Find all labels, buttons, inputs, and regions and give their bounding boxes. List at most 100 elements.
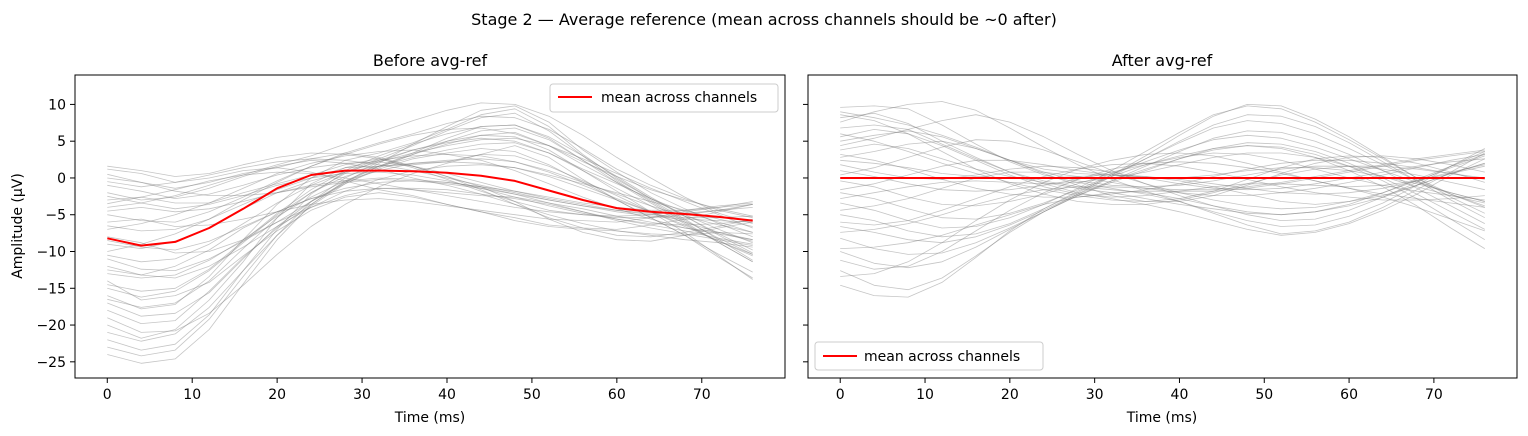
panel-before-avg-ref: Before avg-ref 0 10 20 30 40 50 60 70 −25−20−15…: [10, 51, 786, 426]
channel-trace-18: [107, 127, 753, 271]
y-tick-label: −5: [45, 208, 66, 224]
legend-box-after: [814, 341, 1044, 371]
channel-trace-28: [840, 154, 1485, 198]
x-tick-label: 30: [353, 387, 371, 403]
x-tick-label: 60: [1340, 387, 1358, 403]
channel-trace-25: [840, 111, 1485, 202]
channel-trace-36: [107, 177, 753, 213]
panel-after-avg-ref: After avg-ref 0 10 20 30 40 50 60 70 Time (ms) …: [803, 51, 1518, 426]
channel-trace-26: [840, 161, 1485, 270]
y-tick-label: −20: [36, 318, 66, 334]
channel-trace-18: [840, 139, 1485, 210]
channel-trace-16: [840, 101, 1485, 227]
channel-trace-7: [107, 115, 753, 252]
channel-trace-31: [107, 137, 753, 308]
x-axis-label-after: Time (ms): [1126, 410, 1198, 426]
channel-trace-29: [107, 154, 753, 233]
channel-trace-28: [107, 164, 753, 279]
x-ticks-after: 0 10 20 30 40 50 60 70: [836, 378, 1443, 403]
channel-trace-8: [840, 120, 1485, 220]
channel-trace-1: [840, 112, 1485, 236]
channel-trace-10: [840, 104, 1485, 238]
x-tick-label: 20: [268, 387, 286, 403]
x-tick-label: 40: [1171, 387, 1189, 403]
legend-box-before: [549, 83, 779, 113]
x-tick-label: 70: [693, 387, 711, 403]
mean-line-before-group: [107, 169, 753, 247]
legend-after: mean across channels: [814, 341, 1044, 371]
channel-trace-22: [107, 124, 753, 317]
x-tick-label: 0: [836, 387, 845, 403]
channel-trace-33: [107, 180, 753, 251]
channel-trace-6: [840, 152, 1485, 201]
channel-trace-6: [107, 192, 753, 301]
channel-trace-30: [107, 158, 753, 223]
channel-trace-26: [107, 148, 753, 342]
channel-trace-13: [107, 102, 753, 224]
channel-trace-37: [107, 124, 753, 292]
channel-trace-17: [840, 114, 1485, 221]
channel-trace-17: [107, 149, 753, 241]
channel-trace-20: [107, 142, 753, 298]
x-tick-label: 0: [103, 387, 112, 403]
channel-trace-13: [840, 142, 1485, 269]
y-tick-label: 5: [57, 134, 66, 150]
channel-trace-30: [840, 152, 1485, 277]
channel-trace-35: [107, 134, 753, 357]
x-tick-label: 50: [1255, 387, 1273, 403]
y-ticks-before: −25 −20 −15 −10 −5 0 5 10: [36, 97, 75, 371]
axes-frame-after: [807, 74, 1518, 379]
channel-trace-0: [107, 145, 753, 339]
axes-frame-before: [74, 74, 786, 379]
channel-trace-24: [107, 127, 753, 223]
y-axis-label-before: Amplitude (µV): [10, 173, 26, 279]
x-tick-label: 10: [916, 387, 934, 403]
channel-trace-11: [840, 114, 1485, 244]
y-tick-label: 0: [57, 171, 66, 187]
channel-trace-2: [107, 112, 753, 351]
x-tick-label: 50: [523, 387, 541, 403]
x-tick-label: 60: [608, 387, 626, 403]
channel-trace-8: [107, 105, 753, 324]
x-tick-label: 10: [183, 387, 201, 403]
channel-trace-21: [107, 177, 753, 214]
channel-trace-12: [840, 130, 1485, 255]
channel-trace-7: [840, 134, 1485, 207]
x-ticks-before: 0 10 20 30 40 50 60 70: [103, 378, 711, 403]
channel-trace-1: [107, 108, 753, 310]
legend-label-before: mean across channels: [601, 90, 757, 106]
channel-trace-25: [107, 152, 753, 219]
channel-trace-27: [840, 162, 1485, 226]
channel-trace-31: [840, 129, 1485, 198]
channel-trace-21: [840, 151, 1485, 249]
y-tick-label: −15: [36, 281, 66, 297]
channel-trace-29: [840, 114, 1485, 205]
channel-trace-22: [840, 140, 1485, 191]
panel-title-before: Before avg-ref: [373, 51, 488, 70]
channel-trace-16: [107, 154, 753, 333]
legend-before: mean across channels: [549, 83, 779, 113]
y-tick-label: −25: [36, 355, 66, 371]
channel-trace-12: [107, 187, 753, 254]
legend-label-after: mean across channels: [864, 349, 1020, 365]
channel-trace-4: [840, 143, 1485, 216]
channel-trace-9: [107, 167, 753, 230]
channel-trace-9: [840, 105, 1485, 229]
channel-trace-34: [107, 171, 753, 226]
channel-trace-14: [107, 158, 753, 279]
x-tick-label: 70: [1425, 387, 1443, 403]
x-axis-label-before: Time (ms): [394, 410, 466, 426]
channel-trace-3: [107, 187, 753, 276]
x-tick-label: 20: [1001, 387, 1019, 403]
y-ticks-after: [803, 103, 808, 363]
mean-line: [107, 169, 753, 247]
channel-trace-20: [840, 149, 1485, 233]
panel-title-after: After avg-ref: [1112, 51, 1213, 70]
channel-trace-19: [107, 159, 753, 248]
y-tick-label: −10: [36, 245, 66, 261]
channel-trace-15: [840, 145, 1486, 298]
channel-trace-32: [840, 152, 1485, 204]
channel-traces-after: [840, 101, 1486, 298]
x-tick-label: 40: [438, 387, 456, 403]
